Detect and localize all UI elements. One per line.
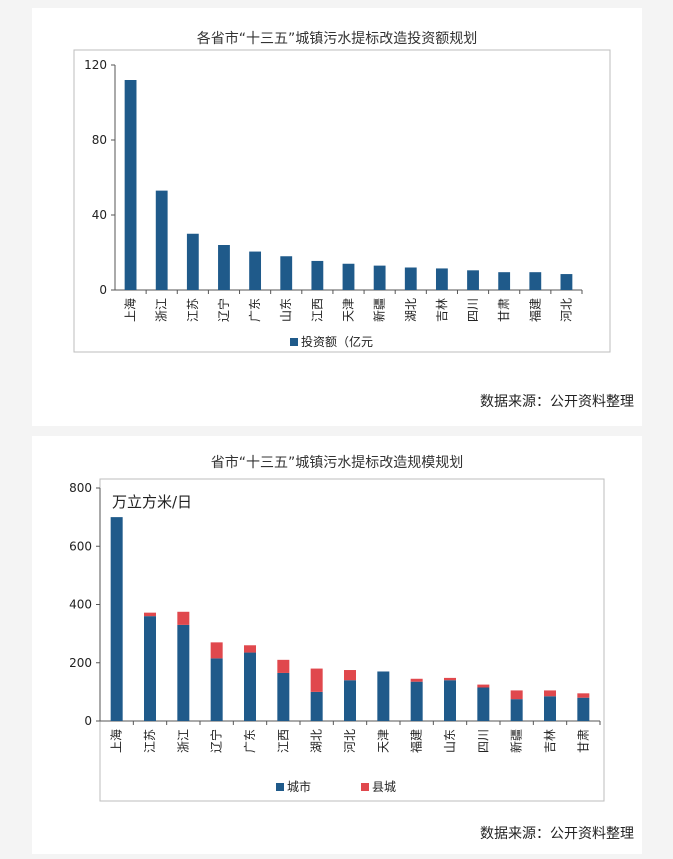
x-category-label: 甘肃 <box>576 729 590 753</box>
legend-label: 县城 <box>372 780 396 794</box>
bar-城市 <box>444 680 456 721</box>
x-category-label: 浙江 <box>176 729 190 753</box>
x-category-label: 天津 <box>376 729 390 753</box>
bar-县城 <box>177 611 190 625</box>
chart-title: 省市“十三五”城镇污水提标改造规模规划 <box>210 455 464 471</box>
x-category-label: 河北 <box>559 298 573 322</box>
y-tick-label: 200 <box>69 656 92 670</box>
bar-城市 <box>410 681 423 721</box>
x-category-label: 广东 <box>248 298 262 322</box>
bar-投资额（亿元 <box>249 251 262 290</box>
x-category-label: 山东 <box>443 729 457 753</box>
bar-县城 <box>144 612 156 617</box>
y-tick-label: 120 <box>84 58 107 72</box>
x-category-label: 新疆 <box>372 298 387 322</box>
bar-投资额（亿元 <box>498 272 511 290</box>
scale-stacked-bar-chart: 0 200 400 600 800 上海 江苏 浙江 辽宁 广东 江西 湖北 河北 天津 福建 山东 四川 新疆吉… <box>69 478 605 802</box>
chart-frame <box>73 49 611 353</box>
bar-县城 <box>444 677 456 681</box>
bar-投资额（亿元 <box>280 256 293 290</box>
bar-县城 <box>244 645 256 653</box>
bar-投资额（亿元 <box>373 265 386 290</box>
chart-panel-investment: 各省市“十三五”城镇污水提标改造投资额规划 0 40 80 120 上海 浙江 江苏 辽宁 广东… <box>32 8 642 426</box>
bar-投资额（亿元 <box>186 233 199 290</box>
bar-县城 <box>344 670 356 681</box>
bar-县城 <box>410 678 423 682</box>
y-tick-label: 400 <box>69 598 92 612</box>
chart-title: 各省市“十三五”城镇污水提标改造投资额规划 <box>196 31 478 47</box>
bar-投资额（亿元 <box>218 245 230 290</box>
unit-label: 万立方米/日 <box>112 493 192 511</box>
x-category-label: 湖北 <box>309 729 324 753</box>
x-category-label: 上海 <box>109 729 124 753</box>
x-category-label: 新疆 <box>509 729 524 753</box>
bar-投资额（亿元 <box>467 270 479 290</box>
x-category-label: 福建 <box>527 298 542 322</box>
y-tick-label: 800 <box>69 481 92 495</box>
legend-swatch <box>290 338 298 346</box>
x-category-label: 上海 <box>123 298 138 322</box>
chart-panel-scale: 省市“十三五”城镇污水提标改造规模规划 0 200 400 600 800 上海 江苏 浙江辽… <box>32 436 642 854</box>
x-category-label: 浙江 <box>155 298 169 322</box>
legend-label: 城市 <box>287 779 311 794</box>
legend-swatch <box>361 783 369 791</box>
x-category-label: 甘肃 <box>497 298 511 322</box>
bar-县城 <box>210 642 223 659</box>
bar-投资额（亿元 <box>311 260 324 290</box>
x-category-label: 江西 <box>276 729 290 753</box>
y-tick-label: 40 <box>92 208 107 222</box>
bar-投资额（亿元 <box>124 80 137 290</box>
legend-swatch <box>276 783 284 791</box>
data-source-note: 数据来源：公开资料整理 <box>480 394 634 410</box>
x-category-label: 湖北 <box>403 298 418 322</box>
data-source-note: 数据来源：公开资料整理 <box>480 826 634 842</box>
bar-县城 <box>277 659 290 673</box>
x-category-label: 江西 <box>310 298 324 322</box>
bar-城市 <box>544 696 556 721</box>
y-tick-label: 80 <box>92 133 107 147</box>
bar-县城 <box>510 690 523 700</box>
x-category-label: 四川 <box>466 298 480 322</box>
bar-投资额（亿元 <box>560 274 573 290</box>
bar-投资额（亿元 <box>529 272 542 290</box>
bar-城市 <box>110 517 123 721</box>
bar-城市 <box>344 680 356 721</box>
x-category-label: 天津 <box>342 298 356 322</box>
y-tick-label: 0 <box>84 714 92 728</box>
x-category-label: 辽宁 <box>209 729 224 753</box>
legend-label: 投资额（亿元 <box>301 334 373 349</box>
bar-投资额（亿元 <box>155 190 168 290</box>
x-category-label: 江苏 <box>186 298 200 322</box>
y-tick-label: 0 <box>99 283 107 297</box>
bar-城市 <box>310 691 323 721</box>
bar-城市 <box>210 658 223 721</box>
x-category-label: 辽宁 <box>216 298 231 322</box>
bar-城市 <box>244 652 256 721</box>
bar-投资额（亿元 <box>342 263 355 290</box>
bar-城市 <box>377 671 390 721</box>
x-category-label: 吉林 <box>435 298 449 322</box>
x-category-label: 广东 <box>243 729 257 753</box>
bar-投资额（亿元 <box>404 267 417 290</box>
bar-投资额（亿元 <box>435 268 448 290</box>
x-category-label: 福建 <box>409 729 424 753</box>
bar-县城 <box>310 668 323 692</box>
bar-县城 <box>544 690 556 697</box>
bar-城市 <box>477 687 490 721</box>
x-category-label: 吉林 <box>543 729 557 753</box>
x-category-label: 四川 <box>476 729 490 753</box>
x-category-label: 山东 <box>279 298 293 322</box>
bar-城市 <box>577 697 590 721</box>
bar-城市 <box>277 672 290 721</box>
bar-城市 <box>510 699 523 721</box>
x-category-label: 江苏 <box>143 729 157 753</box>
bar-城市 <box>177 624 190 721</box>
investment-bar-chart: 0 40 80 120 上海 浙江 江苏 辽宁 广东 山东 江西 天津 新疆 湖北 吉林 四川 甘肃 福建 河北投资… <box>73 49 611 353</box>
bar-县城 <box>477 684 490 688</box>
bar-县城 <box>577 693 590 698</box>
y-tick-label: 600 <box>69 539 92 553</box>
bar-城市 <box>144 616 156 721</box>
x-category-label: 河北 <box>343 729 357 753</box>
